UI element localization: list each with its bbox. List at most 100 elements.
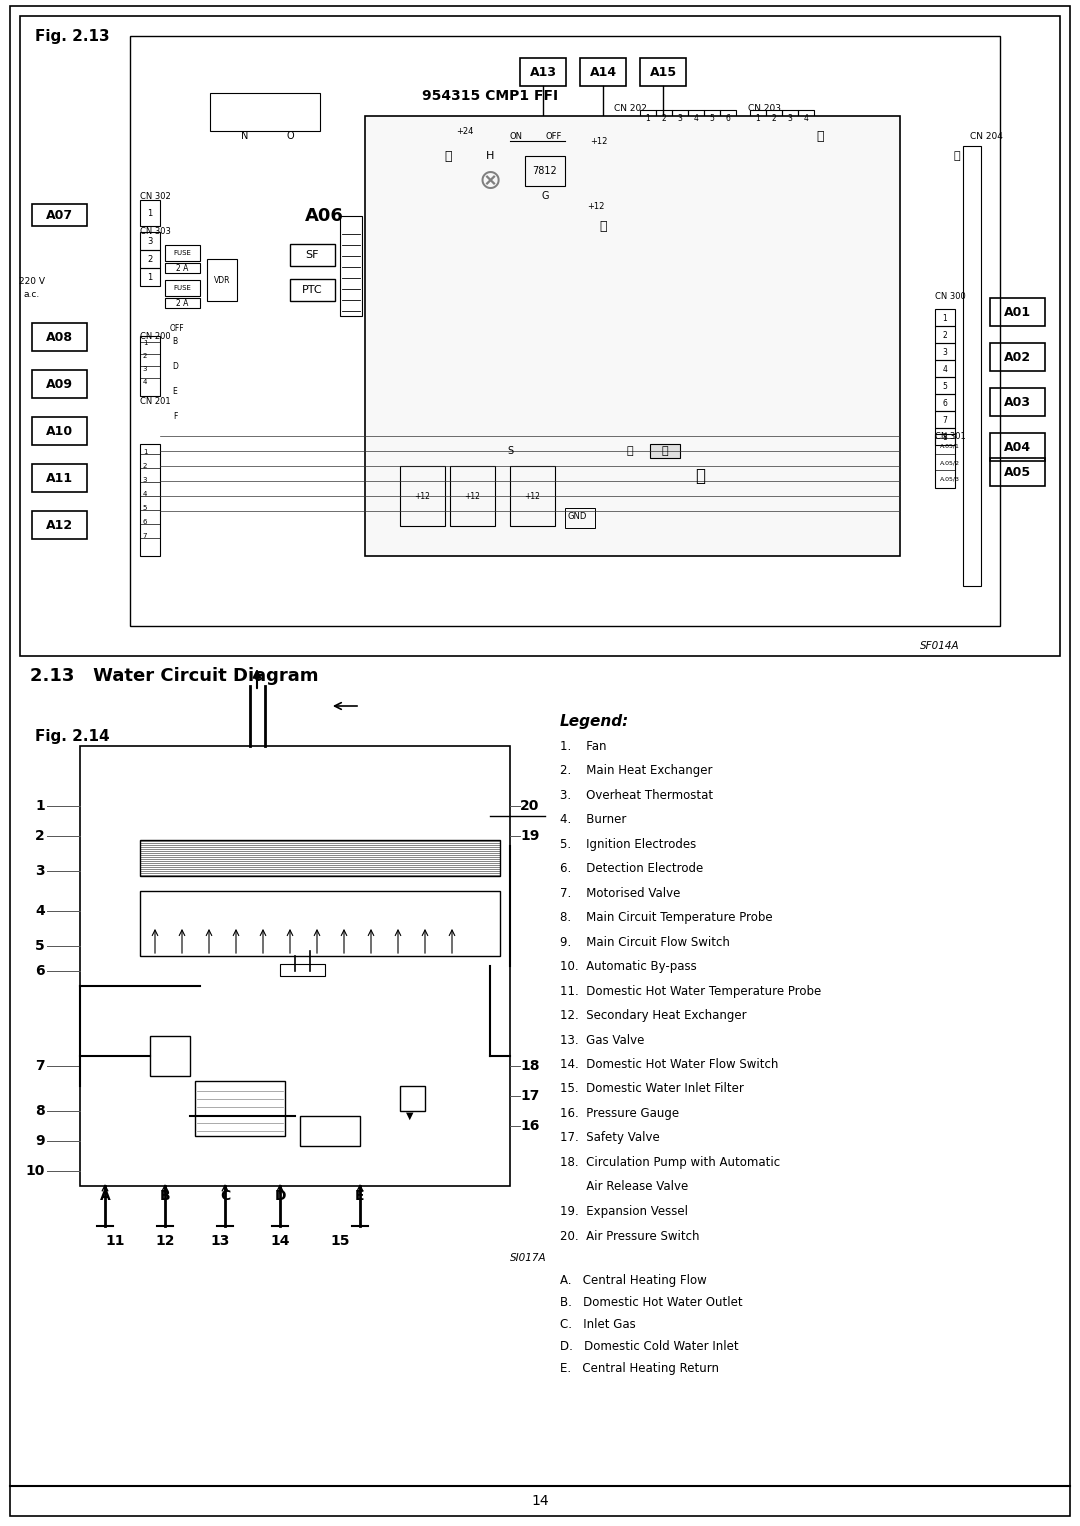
Text: 8: 8 [943,432,947,441]
Text: CN 301: CN 301 [935,432,966,441]
Text: G: G [541,191,549,201]
Bar [990,298,1045,327]
Bar [990,388,1045,417]
Bar [165,246,200,261]
Text: SI017A: SI017A [510,1253,546,1264]
Text: Ⓡ: Ⓡ [599,220,607,232]
Circle shape [408,519,411,523]
Text: OFF: OFF [170,324,185,333]
Bar [195,1080,285,1135]
Text: 13: 13 [211,1235,230,1248]
Text: CN 203: CN 203 [748,104,782,113]
Text: 19.  Expansion Vessel: 19. Expansion Vessel [561,1206,688,1218]
Text: 2: 2 [943,331,947,339]
Text: 2: 2 [771,113,777,122]
Text: A11: A11 [45,472,72,484]
Bar [935,433,955,488]
Bar [688,110,704,127]
Text: 9: 9 [36,1134,45,1148]
Text: SF: SF [306,250,319,259]
Text: B.   Domestic Hot Water Outlet: B. Domestic Hot Water Outlet [561,1296,743,1309]
Text: 2: 2 [143,462,147,468]
Text: A01: A01 [1003,305,1030,319]
Text: 7: 7 [943,415,947,424]
Bar [935,308,955,327]
Text: 15: 15 [330,1235,350,1248]
Text: A14: A14 [590,66,617,78]
Bar [165,298,200,308]
Text: 8: 8 [36,1103,45,1119]
Bar [640,58,686,85]
Bar [140,232,160,250]
Text: 1: 1 [646,113,650,122]
Text: 1: 1 [143,449,147,455]
Bar [300,1116,360,1146]
Bar [140,891,500,955]
Bar [525,156,565,186]
Text: 5: 5 [36,938,45,954]
Text: 4.    Burner: 4. Burner [561,813,626,826]
Text: A.   Central Heating Flow: A. Central Heating Flow [561,1274,706,1286]
Text: GND: GND [567,511,586,520]
Text: 220 V: 220 V [19,276,45,285]
Text: VDR: VDR [214,276,230,284]
Text: 1: 1 [943,313,947,322]
Text: OFF: OFF [545,131,562,140]
Text: A10: A10 [45,424,72,438]
Text: E.   Central Heating Return: E. Central Heating Return [561,1363,719,1375]
Bar [450,465,495,526]
Bar [672,110,688,127]
Bar [720,110,735,127]
Bar [150,1036,190,1076]
Circle shape [418,519,422,523]
Text: +12: +12 [590,136,607,145]
Text: 10.  Automatic By-pass: 10. Automatic By-pass [561,960,697,974]
Text: B: B [160,1189,171,1202]
Bar [935,427,955,446]
Text: 5: 5 [943,382,947,391]
Bar [32,369,87,398]
Text: FUSE: FUSE [173,285,191,291]
Text: E: E [173,386,177,395]
Text: A05: A05 [1003,465,1030,479]
Text: 10: 10 [26,1164,45,1178]
Text: FUSE: FUSE [173,250,191,256]
Text: Fig. 2.13: Fig. 2.13 [35,29,110,44]
Bar [32,464,87,491]
Text: CN 300: CN 300 [935,291,966,301]
Text: B: B [173,337,177,345]
Bar [640,110,656,127]
Text: a.c.: a.c. [24,290,40,299]
Text: 14.  Domestic Hot Water Flow Switch: 14. Domestic Hot Water Flow Switch [561,1058,779,1071]
Text: A13: A13 [529,66,556,78]
Text: CN 200: CN 200 [140,331,171,340]
Text: 8.    Main Circuit Temperature Probe: 8. Main Circuit Temperature Probe [561,911,772,925]
Text: CN 303: CN 303 [140,226,171,235]
Bar [519,58,566,85]
Text: 7.    Motorised Valve: 7. Motorised Valve [561,887,680,899]
Text: C: C [220,1189,230,1202]
Bar [990,343,1045,371]
Bar [291,244,335,266]
Text: 18: 18 [519,1059,540,1073]
Text: 12: 12 [156,1235,175,1248]
Text: 4: 4 [804,113,809,122]
Text: 14: 14 [531,1494,549,1508]
Text: Ⓜ: Ⓜ [696,467,705,485]
Text: 954315 CMP1 FFI: 954315 CMP1 FFI [422,89,558,102]
Bar [750,110,766,127]
Text: 6: 6 [143,519,147,525]
Text: 17: 17 [519,1090,539,1103]
Text: A04: A04 [1003,441,1030,453]
Text: 3: 3 [147,237,152,246]
Bar [782,110,798,127]
Bar [650,444,680,458]
Text: F: F [173,412,177,421]
Text: C.   Inlet Gas: C. Inlet Gas [561,1318,636,1331]
Text: S: S [507,446,513,456]
Text: 1: 1 [143,340,147,346]
Text: Ⓡ: Ⓡ [444,150,451,162]
Circle shape [518,519,522,523]
Text: 14: 14 [270,1235,289,1248]
Bar [400,1087,426,1111]
